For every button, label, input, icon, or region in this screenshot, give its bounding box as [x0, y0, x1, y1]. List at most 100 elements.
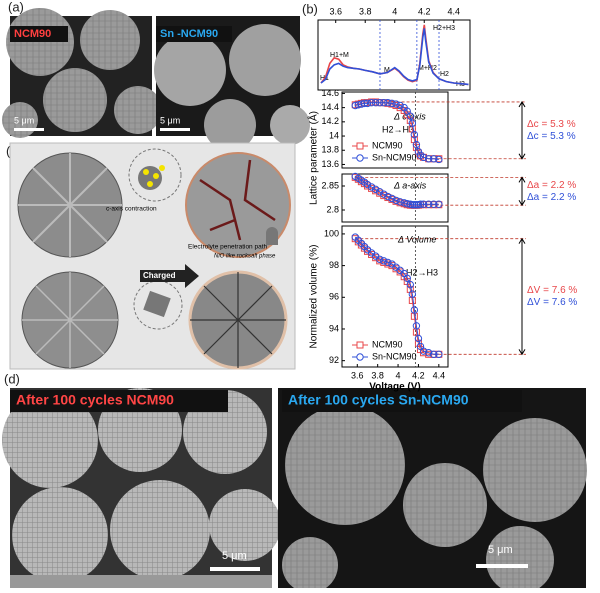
x-tick-label: 4	[392, 6, 397, 16]
annotation: H2+H3	[433, 25, 455, 32]
marker	[430, 200, 438, 208]
delta-label: Δc = 5.3 %	[527, 131, 576, 142]
marker	[403, 274, 411, 282]
marker	[406, 112, 414, 120]
arrow-head	[518, 176, 526, 207]
legend-label: NCM90	[372, 339, 403, 349]
marker	[410, 130, 419, 139]
marker	[412, 201, 421, 209]
annotation: H2→H3	[382, 124, 414, 134]
label-bg	[10, 26, 68, 42]
schematic-label: Electrolyte penetration path	[188, 244, 268, 251]
delta-label: Δa = 2.2 %	[527, 180, 576, 191]
scale-label: 5 μm	[160, 115, 180, 125]
schematic	[9, 142, 296, 370]
y-tick-label: 96	[329, 292, 339, 302]
scale-bar	[160, 128, 190, 131]
y-tick-label: 14	[329, 130, 339, 140]
panel-label: (d)	[4, 371, 20, 386]
marker	[435, 155, 443, 164]
annotation: Δ c-axis	[393, 111, 426, 121]
y-tick-label: 14.4	[321, 102, 339, 112]
marker	[367, 183, 376, 191]
arrow-head	[518, 100, 526, 160]
plot-frame	[317, 19, 471, 91]
image-label: NCM90	[14, 28, 51, 40]
delta-label: Δa = 2.2 %	[527, 192, 576, 203]
x-tick-label: 3.8	[359, 6, 372, 16]
marker	[371, 98, 380, 107]
marker	[376, 188, 384, 196]
label-bg	[282, 390, 522, 412]
marker	[430, 155, 438, 163]
annotation: M	[384, 67, 390, 74]
y-tick-label: 14.6	[321, 88, 339, 98]
x-tick-label: 3.8	[371, 370, 384, 380]
plot-frame	[341, 91, 449, 169]
delta-label: ΔV = 7.6 %	[527, 297, 577, 308]
marker	[384, 98, 392, 107]
marker	[367, 98, 376, 107]
schematic-label: Charged	[143, 271, 176, 280]
series-line	[320, 28, 469, 86]
marker	[396, 101, 404, 110]
series-line	[354, 238, 439, 355]
marker	[435, 200, 443, 208]
marker	[384, 258, 392, 267]
marker	[388, 99, 396, 108]
x-tick-label: 4.2	[412, 370, 425, 380]
marker	[403, 200, 411, 208]
sem-image	[278, 388, 587, 593]
marker	[430, 350, 438, 359]
y-tick-label: 100	[324, 228, 339, 238]
image-label: Sn -NCM90	[160, 28, 218, 40]
marker	[424, 155, 433, 163]
y-tick-label: 94	[329, 323, 339, 333]
panel-label: (b)	[302, 1, 318, 16]
y-tick-label: 13.6	[321, 159, 339, 169]
marker	[406, 280, 414, 289]
image-label: After 100 cycles Sn-NCM90	[288, 392, 469, 408]
scale-label: 5 μm	[14, 115, 34, 125]
marker	[363, 180, 372, 189]
marker	[392, 100, 400, 108]
marker	[371, 185, 380, 194]
x-tick-label: 4	[396, 370, 401, 380]
annotation: H1+M	[330, 52, 349, 59]
annotation: H2	[440, 71, 449, 78]
legend-label: Sn-NCM90	[372, 152, 417, 162]
x-tick-label: 4.2	[418, 6, 431, 16]
marker	[414, 147, 423, 156]
schematic-label: NiO like rocksalt phase	[214, 254, 276, 260]
y-tick-label: 2.8	[326, 204, 339, 214]
legend-label: NCM90	[372, 140, 403, 150]
arrow-head	[518, 237, 526, 356]
marker	[412, 322, 421, 330]
y-tick-label: 13.8	[321, 145, 339, 155]
scale-bar	[14, 128, 44, 131]
x-tick-label: 3.6	[351, 370, 364, 380]
marker	[380, 257, 388, 265]
panel-label: (a)	[8, 0, 24, 14]
image-label: After 100 cycles NCM90	[16, 392, 174, 408]
x-tick-label: 4.4	[448, 6, 461, 16]
marker	[376, 255, 384, 263]
y-tick-label: 98	[329, 260, 339, 270]
marker	[408, 119, 417, 127]
marker	[392, 196, 400, 205]
annotation: M+H2	[418, 65, 437, 72]
y-tick-label: 2.85	[321, 180, 339, 190]
scale-label: 5 μm	[222, 550, 247, 562]
annotation: Δ a-axis	[393, 180, 427, 190]
y-axis-label: Normalized volume (%)	[309, 245, 320, 349]
legend-marker	[356, 353, 364, 361]
label-bg	[10, 390, 228, 412]
y-tick-label: 92	[329, 355, 339, 365]
scale-label: 5 μm	[488, 544, 513, 556]
marker	[380, 98, 388, 107]
plot-frame	[341, 173, 449, 223]
legend-marker	[356, 341, 364, 349]
marker	[419, 153, 428, 162]
delta-label: Δc = 5.3 %	[527, 119, 576, 130]
